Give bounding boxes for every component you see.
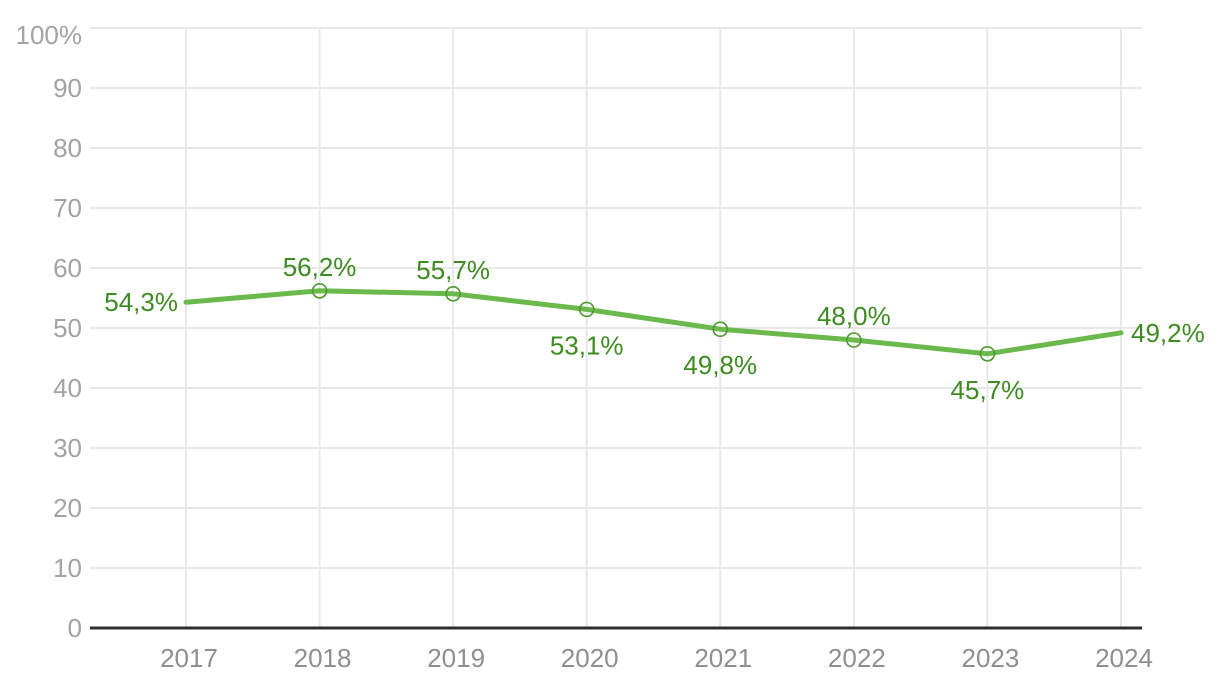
data-point-marker xyxy=(311,282,328,299)
data-point-marker xyxy=(578,301,595,318)
data-point-value-label: 49,8% xyxy=(683,350,757,380)
y-axis-tick-label: 30 xyxy=(53,433,82,463)
y-axis-tick-label: 40 xyxy=(53,373,82,403)
data-point-value-label: 55,7% xyxy=(416,255,490,285)
y-axis-tick-label: 100% xyxy=(16,20,83,50)
y-axis-tick-label: 50 xyxy=(53,313,82,343)
y-axis-tick-label: 70 xyxy=(53,193,82,223)
x-axis-tick-label: 2021 xyxy=(694,643,752,673)
data-point-marker xyxy=(846,332,862,348)
data-point-value-label: 48,0% xyxy=(817,301,891,331)
y-axis-tick-label: 10 xyxy=(53,553,82,583)
x-axis-tick-label: 2020 xyxy=(561,643,619,673)
series-line xyxy=(183,288,1124,357)
x-axis-tick-label: 2022 xyxy=(828,643,886,673)
data-point-value-label: 45,7% xyxy=(951,375,1025,405)
x-axis-tick-label: 2024 xyxy=(1095,643,1153,673)
y-axis-tick-label: 60 xyxy=(53,253,82,283)
y-axis-tick-label: 90 xyxy=(53,73,82,103)
x-axis-tick-label: 2023 xyxy=(961,643,1019,673)
data-point-marker xyxy=(712,321,729,338)
data-point-marker xyxy=(979,345,996,362)
x-axis-tick-label: 2019 xyxy=(427,643,485,673)
y-axis-tick-label: 80 xyxy=(53,133,82,163)
y-axis-tick-label: 0 xyxy=(68,613,82,643)
data-point-marker xyxy=(445,285,461,302)
data-point-value-label: 56,2% xyxy=(283,252,357,282)
x-axis-tick-label: 2017 xyxy=(160,643,218,673)
y-axis-tick-label: 20 xyxy=(53,493,82,523)
x-axis-tick-label: 2018 xyxy=(294,643,352,673)
data-point-value-label: 49,2% xyxy=(1131,318,1205,348)
data-point-value-label: 54,3% xyxy=(104,287,178,317)
data-point-value-label: 53,1% xyxy=(550,330,624,360)
